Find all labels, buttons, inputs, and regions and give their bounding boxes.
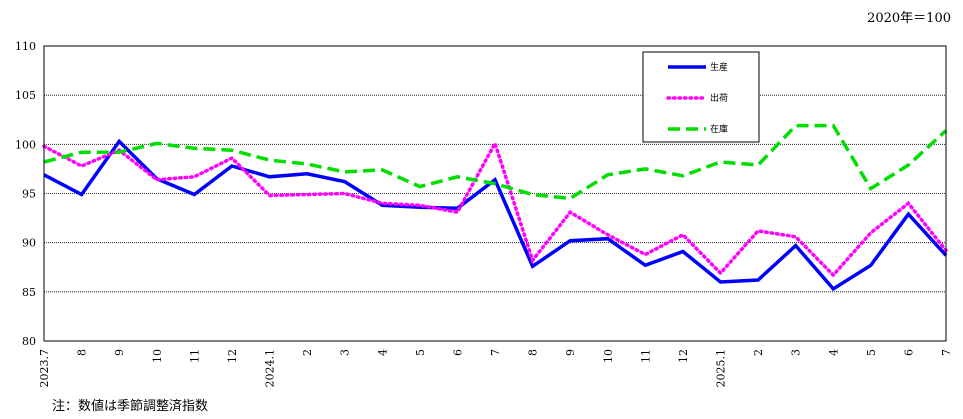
x-tick-label: 2023.7 (38, 349, 51, 388)
x-tick-label: 3 (790, 349, 803, 356)
series-line-生産 (43, 138, 948, 292)
x-tick-label: 4 (376, 349, 389, 356)
y-tick-label: 105 (15, 89, 36, 102)
x-tick-label: 9 (113, 349, 126, 356)
x-tick-label: 8 (527, 349, 540, 356)
x-tick-label: 9 (564, 349, 577, 356)
x-tick-label: 11 (639, 349, 652, 363)
y-tick-label: 90 (22, 237, 36, 250)
legend-label: 生産 (710, 61, 728, 73)
y-tick-label: 95 (22, 188, 36, 201)
series-lines (42, 123, 948, 292)
footnote: 注：数値は季節調整済指数 (52, 399, 209, 414)
legend-label: 在庫 (710, 123, 728, 135)
x-tick-label: 3 (339, 349, 352, 356)
x-tick-label: 11 (188, 349, 201, 363)
x-tick-label: 2 (752, 349, 765, 356)
x-tick-label: 2024.1 (264, 349, 277, 388)
y-tick-label: 85 (22, 286, 36, 299)
x-tick-label: 6 (451, 349, 464, 356)
legend-label: 出荷 (710, 92, 728, 104)
x-tick-label: 2 (301, 349, 314, 356)
y-axis-ticks: 80 85 90 95 100 105 110 (15, 40, 36, 348)
unit-label: 2020年＝100 (867, 11, 951, 26)
x-tick-label: 10 (602, 349, 615, 363)
x-tick-label: 10 (151, 349, 164, 363)
plot-frame (43, 45, 947, 342)
x-axis-ticks: 2023.7 8 9 10 11 12 2024.1 2 3 4 5 6 7 8 9 10 11 12 2025.1… (38, 349, 953, 388)
x-tick-label: 12 (226, 349, 239, 363)
x-tick-label: 7 (940, 349, 953, 356)
x-tick-label: 7 (489, 349, 502, 356)
y-tick-label: 100 (15, 138, 36, 151)
y-tick-label: 110 (15, 40, 36, 53)
x-tick-label: 8 (76, 349, 89, 356)
x-tick-label: 4 (827, 349, 840, 356)
x-tick-label: 2025.1 (715, 349, 728, 388)
x-tick-label: 12 (677, 349, 690, 363)
x-tick-label: 5 (865, 349, 878, 356)
x-tick-label: 5 (414, 349, 427, 356)
series-line-在庫 (43, 123, 948, 201)
x-tick-label: 6 (902, 349, 915, 356)
y-tick-label: 80 (22, 335, 36, 348)
series-line-出荷 (42, 138, 948, 278)
